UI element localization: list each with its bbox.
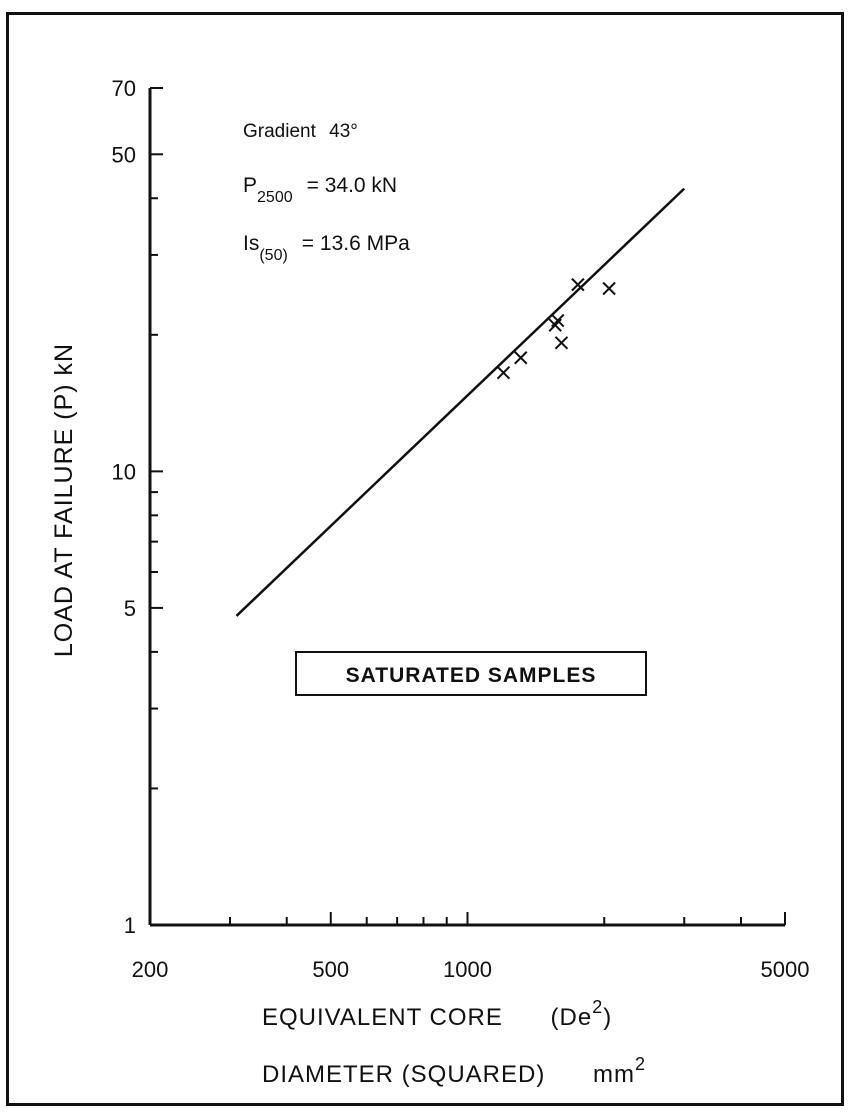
axes-layer: [148, 88, 785, 927]
data-point: [554, 336, 569, 350]
data-point-stroke: [496, 366, 511, 380]
y-axis-title: LOAD AT FAILURE (P) kN: [50, 343, 78, 657]
y-tick-label: 5: [124, 596, 136, 621]
y-tick-label: 1: [124, 913, 136, 938]
data-point-stroke: [551, 313, 565, 328]
data-point: [571, 277, 585, 292]
x-tick-label: 1000: [443, 957, 492, 982]
data-point: [496, 366, 511, 380]
best-fit-line: [235, 187, 686, 617]
x-axis-title-line2: DIAMETER (SQUARED) mm2: [262, 1054, 646, 1088]
is50-annotation: Is(50)= 13.6 MPa: [243, 232, 410, 264]
data-point-stroke: [602, 281, 616, 296]
gradient-annotation: Gradient 43°: [243, 121, 358, 142]
x-tick-label: 200: [132, 957, 169, 982]
data-point: [514, 351, 528, 365]
points-layer: [496, 277, 616, 380]
data-point-stroke: [554, 336, 569, 350]
y-tick-label: 50: [112, 142, 136, 167]
y-tick-label: 70: [112, 76, 136, 101]
data-point-stroke: [571, 277, 585, 292]
ticks-layer: 200 500 1000 5000 1 5 10 50 70: [112, 76, 810, 982]
p2500-annotation: P2500= 34.0 kN: [243, 174, 397, 206]
saturated-samples-box: [295, 651, 647, 696]
y-tick-label: 10: [112, 459, 136, 484]
data-point: [602, 281, 616, 296]
x-tick-label: 5000: [761, 957, 810, 982]
x-axis-title-line1: EQUIVALENT CORE (De2): [262, 997, 612, 1031]
x-tick-label: 500: [312, 957, 349, 982]
fit-line-layer: [235, 187, 686, 617]
data-point: [551, 313, 565, 328]
data-point-stroke: [514, 351, 528, 365]
saturated-samples-label: SATURATED SAMPLES: [346, 664, 597, 687]
